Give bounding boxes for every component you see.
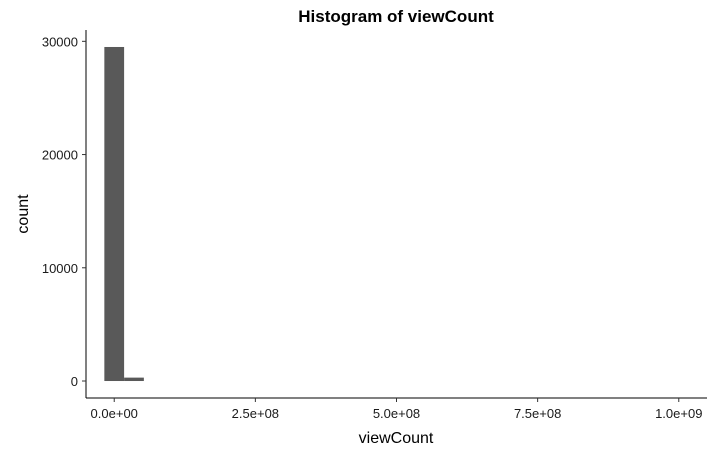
x-tick-label-3: 7.5e+08 — [514, 406, 561, 421]
histogram-bar-1 — [124, 377, 144, 382]
bars-group — [104, 46, 144, 382]
y-tick-label-2: 20000 — [42, 148, 78, 163]
x-axis-title: viewCount — [359, 430, 434, 447]
y-tick-label-3: 30000 — [42, 34, 78, 49]
x-tick-label-1: 2.5e+08 — [232, 406, 279, 421]
x-ticks-group: 0.0e+00 2.5e+08 5.0e+08 7.5e+08 1.0e+09 — [91, 398, 702, 421]
chart-title: Histogram of viewCount — [298, 7, 494, 26]
y-tick-label-1: 10000 — [42, 261, 78, 276]
x-tick-label-2: 5.0e+08 — [373, 406, 420, 421]
x-tick-label-4: 1.0e+09 — [655, 406, 702, 421]
y-tick-label-0: 0 — [71, 374, 78, 389]
y-axis-title: count — [15, 194, 32, 234]
histogram-bar-0 — [104, 46, 125, 382]
x-tick-label-0: 0.0e+00 — [91, 406, 138, 421]
y-ticks-group: 0 10000 20000 30000 — [42, 34, 86, 389]
